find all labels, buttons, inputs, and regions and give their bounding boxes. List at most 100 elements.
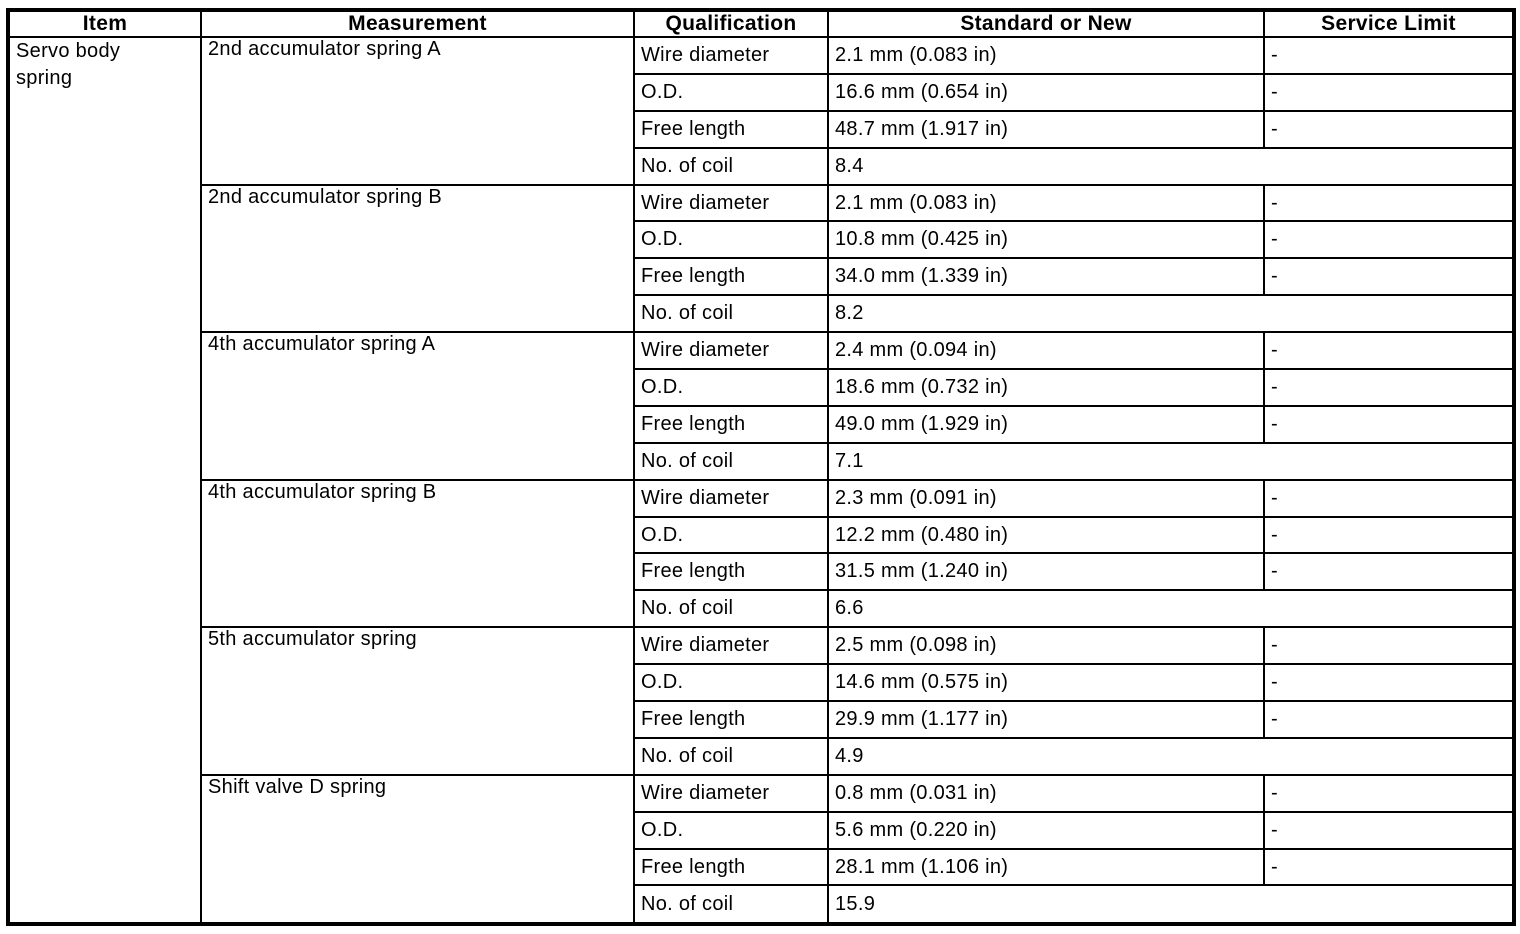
qualification-cell: No. of coil (633, 294, 829, 334)
qualification-cell: No. of coil (633, 884, 829, 925)
qualification-cell: O.D. (633, 72, 829, 112)
service-limit-cell: - (1263, 478, 1515, 518)
qualification-cell: Free length (633, 109, 829, 149)
table-row: O.D. 18.6 mm (0.732 in) - (8, 368, 1515, 407)
table-row: O.D. 10.8 mm (0.425 in) - (8, 220, 1515, 260)
standard-cell: 7.1 (827, 441, 1515, 481)
standard-cell: 4.9 (827, 736, 1515, 776)
standard-cell: 10.8 mm (0.425 in) (827, 220, 1265, 260)
standard-cell: 6.6 (827, 589, 1515, 629)
qualification-cell: Wire diameter (633, 183, 829, 223)
table-row: No. of coil 6.6 (8, 589, 1515, 629)
standard-cell: 5.6 mm (0.220 in) (827, 810, 1265, 850)
service-limit-cell: - (1263, 663, 1515, 703)
standard-cell: 29.9 mm (1.177 in) (827, 700, 1265, 739)
standard-cell: 18.6 mm (0.732 in) (827, 368, 1265, 407)
table-row: 2nd accumulator spring B Wire diameter 2… (8, 183, 1515, 334)
table-row: Free length 31.5 mm (1.240 in) - (8, 552, 1515, 592)
item-label: Servo body spring (16, 40, 121, 89)
table-row: No. of coil 15.9 (8, 884, 1515, 925)
standard-cell: 34.0 mm (1.339 in) (827, 257, 1265, 297)
qualification-cell: Free length (633, 700, 829, 739)
table-row: No. of coil 8.2 (8, 294, 1515, 334)
item-cell: Servo body spring (7, 36, 202, 925)
qualification-cell: O.D. (633, 368, 829, 407)
service-limit-cell: - (1263, 72, 1515, 112)
table-row: Free length 49.0 mm (1.929 in) - (8, 404, 1515, 444)
table-row: O.D. 12.2 mm (0.480 in) - (8, 515, 1515, 555)
standard-cell: 0.8 mm (0.031 in) (827, 773, 1265, 813)
table-row: 4th accumulator spring B Wire diameter 2… (8, 478, 1515, 629)
standard-cell: 2.5 mm (0.098 in) (827, 626, 1265, 666)
standard-cell: 12.2 mm (0.480 in) (827, 515, 1265, 555)
standard-cell: 31.5 mm (1.240 in) (827, 552, 1265, 592)
standard-cell: 2.4 mm (0.094 in) (827, 331, 1265, 371)
table-row: No. of coil 4.9 (8, 736, 1515, 776)
measurement-cell: 4th accumulator spring B (200, 478, 635, 629)
table-row: O.D. 16.6 mm (0.654 in) - (8, 72, 1515, 112)
qualification-cell: Free length (633, 552, 829, 592)
qualification-cell: Wire diameter (633, 331, 829, 371)
service-limit-cell: - (1263, 368, 1515, 407)
qualification-cell: O.D. (633, 663, 829, 703)
header-service-limit: Service Limit (1263, 9, 1515, 38)
header-row: Item Measurement Qualification Standard … (7, 9, 1515, 38)
service-limit-cell: - (1263, 404, 1515, 444)
measurement-cell: 2nd accumulator spring A (200, 36, 635, 186)
standard-cell: 28.1 mm (1.106 in) (827, 847, 1265, 887)
service-limit-cell: - (1263, 331, 1515, 371)
measurement-cell: 4th accumulator spring A (200, 331, 635, 481)
standard-cell: 16.6 mm (0.654 in) (827, 72, 1265, 112)
standard-cell: 2.1 mm (0.083 in) (827, 36, 1265, 75)
table-row: 4th accumulator spring A Wire diameter 2… (8, 331, 1515, 481)
header-standard-or-new: Standard or New (827, 9, 1265, 38)
qualification-cell: No. of coil (633, 146, 829, 186)
service-limit-cell: - (1263, 36, 1515, 75)
qualification-cell: Free length (633, 404, 829, 444)
service-limit-cell: - (1263, 515, 1515, 555)
table-row: Shift valve D spring Wire diameter 0.8 m… (8, 773, 1515, 926)
qualification-cell: No. of coil (633, 589, 829, 629)
service-limit-cell: - (1263, 700, 1515, 739)
standard-cell: 49.0 mm (1.929 in) (827, 404, 1265, 444)
qualification-cell: No. of coil (633, 441, 829, 481)
service-limit-cell: - (1263, 183, 1515, 223)
qualification-cell: No. of coil (633, 736, 829, 776)
service-limit-cell: - (1263, 257, 1515, 297)
header-item: Item (7, 9, 202, 38)
table-row: 5th accumulator spring Wire diameter 2.5… (8, 626, 1515, 776)
table-row: O.D. 5.6 mm (0.220 in) - (8, 810, 1515, 850)
service-limit-cell: - (1263, 810, 1515, 850)
service-limit-cell: - (1263, 552, 1515, 592)
qualification-cell: Free length (633, 257, 829, 297)
service-limit-cell: - (1263, 220, 1515, 260)
table-row: Servo body spring 2nd accumulator spring… (7, 36, 1515, 925)
table-row: Free length 34.0 mm (1.339 in) - (8, 257, 1515, 297)
measurement-cell: 2nd accumulator spring B (200, 183, 635, 334)
table-row: No. of coil 7.1 (8, 441, 1515, 481)
standard-cell: 14.6 mm (0.575 in) (827, 663, 1265, 703)
qualification-cell: O.D. (633, 515, 829, 555)
qualification-cell: Wire diameter (633, 36, 829, 75)
table-row: No. of coil 8.4 (8, 146, 1515, 186)
service-limit-cell: - (1263, 626, 1515, 666)
service-limit-cell: - (1263, 773, 1515, 813)
standard-cell: 2.1 mm (0.083 in) (827, 183, 1265, 223)
qualification-cell: O.D. (633, 220, 829, 260)
standard-cell: 8.2 (827, 294, 1515, 334)
measurement-cell: Shift valve D spring (200, 773, 635, 926)
table-row: Free length 48.7 mm (1.917 in) - (8, 109, 1515, 149)
service-limit-cell: - (1263, 847, 1515, 887)
qualification-cell: Wire diameter (633, 773, 829, 813)
table-row: Free length 29.9 mm (1.177 in) - (8, 700, 1515, 739)
qualification-cell: Wire diameter (633, 478, 829, 518)
standard-cell: 2.3 mm (0.091 in) (827, 478, 1265, 518)
table-row: O.D. 14.6 mm (0.575 in) - (8, 663, 1515, 703)
standard-cell: 8.4 (827, 146, 1515, 186)
standard-cell: 48.7 mm (1.917 in) (827, 109, 1265, 149)
header-measurement: Measurement (200, 9, 635, 38)
standard-cell: 15.9 (827, 884, 1515, 925)
qualification-cell: O.D. (633, 810, 829, 850)
measurement-cell: 5th accumulator spring (200, 626, 635, 776)
